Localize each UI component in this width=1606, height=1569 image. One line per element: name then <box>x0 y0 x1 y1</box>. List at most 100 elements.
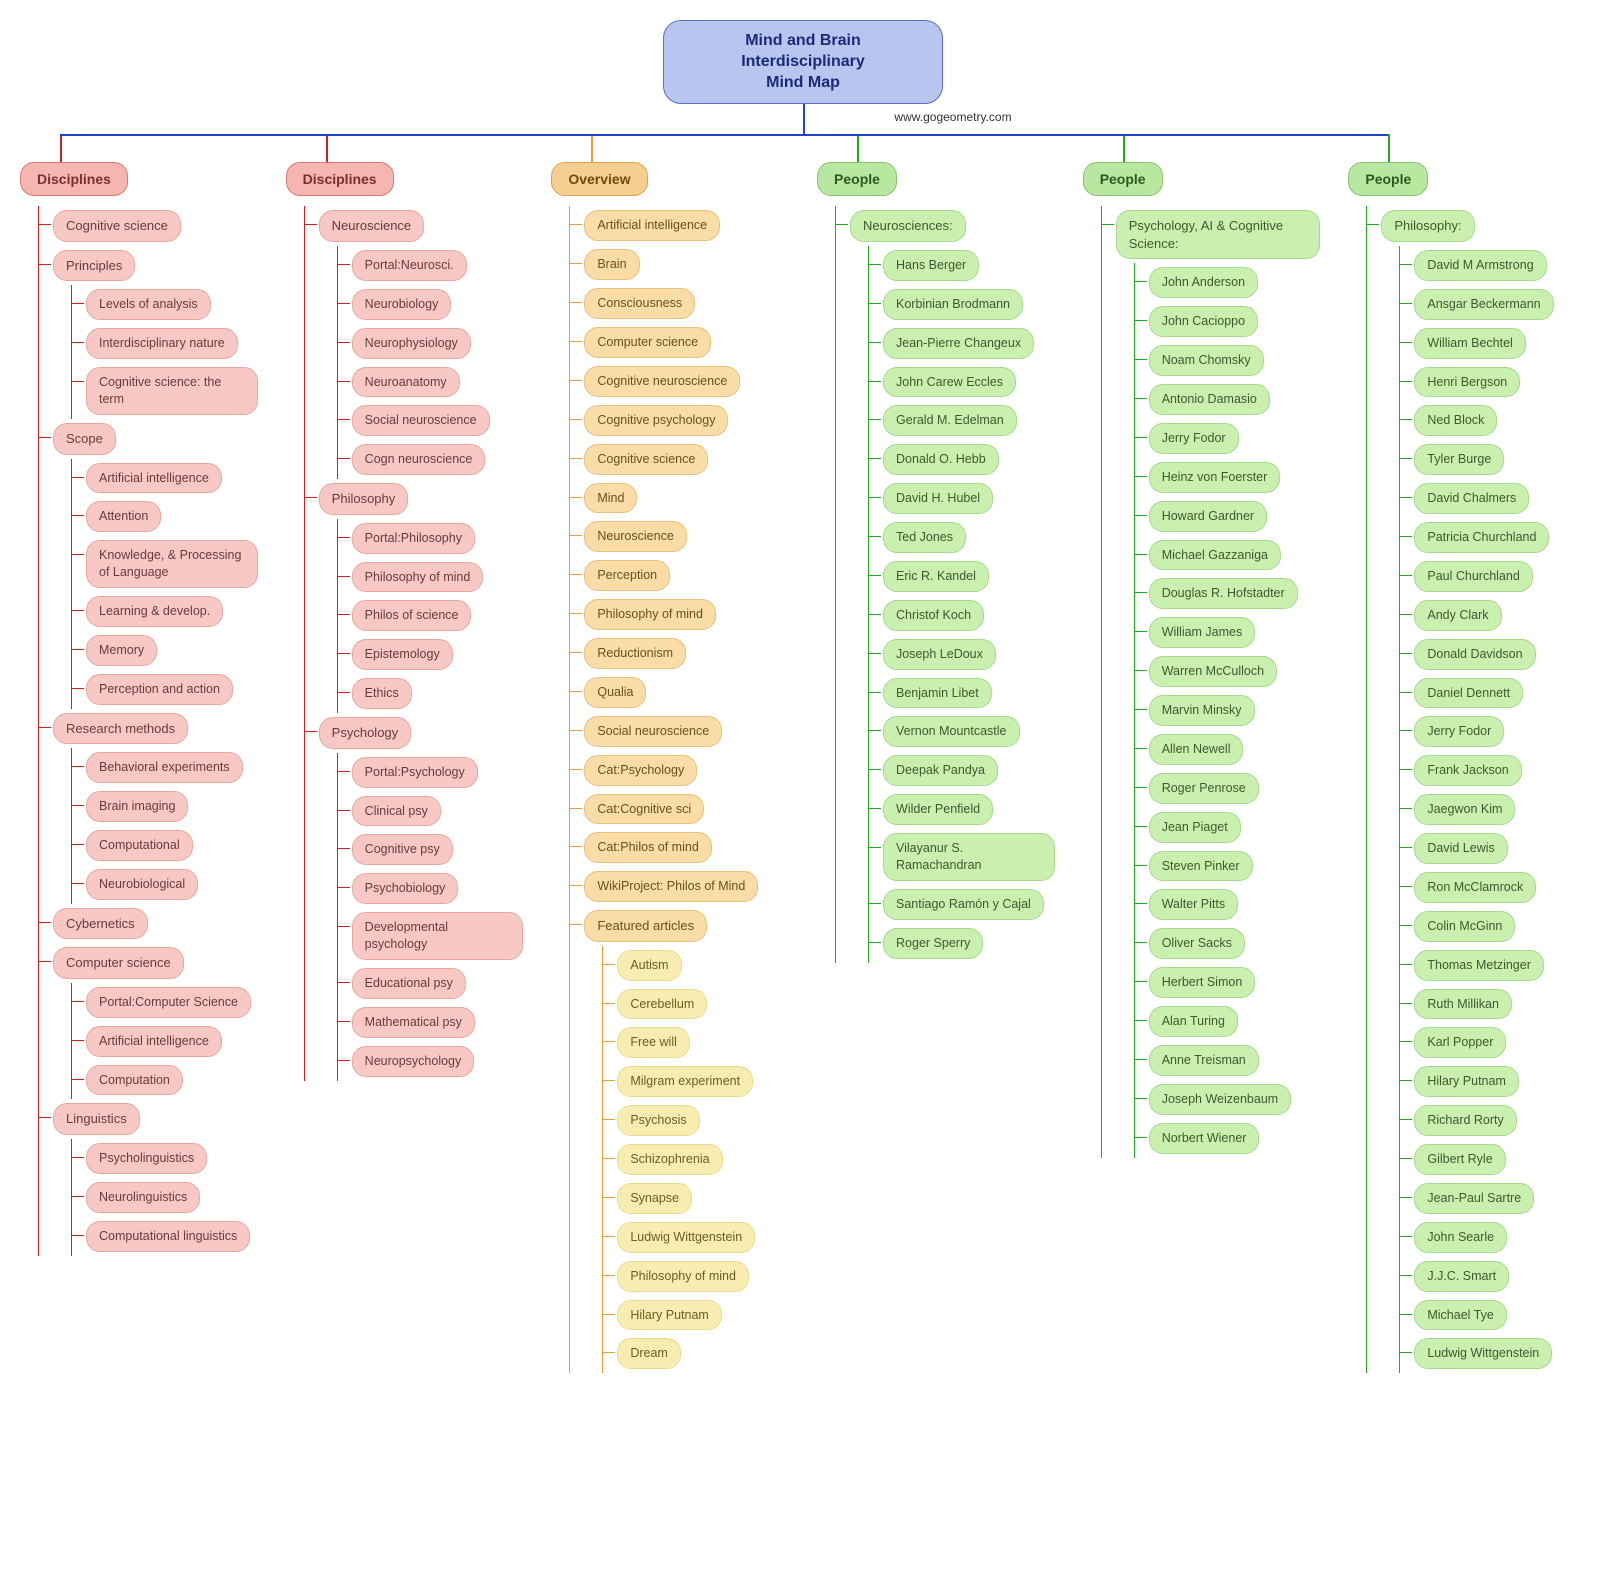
leaf-node[interactable]: Jerry Fodor <box>1414 716 1504 747</box>
leaf-node[interactable]: Neuroanatomy <box>352 367 460 398</box>
leaf-node[interactable]: David M Armstrong <box>1414 250 1546 281</box>
leaf-node[interactable]: Steven Pinker <box>1149 851 1253 882</box>
leaf-node[interactable]: Ron McClamrock <box>1414 872 1536 903</box>
topic-node[interactable]: Cat:Philos of mind <box>584 832 711 863</box>
leaf-node[interactable]: Douglas R. Hofstadter <box>1149 578 1298 609</box>
leaf-node[interactable]: Howard Gardner <box>1149 501 1267 532</box>
topic-node[interactable]: WikiProject: Philos of Mind <box>584 871 758 902</box>
leaf-node[interactable]: Tyler Burge <box>1414 444 1504 475</box>
leaf-node[interactable]: Synapse <box>617 1183 692 1214</box>
group-header[interactable]: Psychology <box>319 717 411 749</box>
group-header[interactable]: Principles <box>53 250 135 282</box>
leaf-node[interactable]: David Lewis <box>1414 833 1507 864</box>
leaf-node[interactable]: Ansgar Beckermann <box>1414 289 1553 320</box>
leaf-node[interactable]: Paul Churchland <box>1414 561 1532 592</box>
group-header[interactable]: Philosophy <box>319 483 409 515</box>
leaf-node[interactable]: Artificial intelligence <box>86 1026 222 1057</box>
leaf-node[interactable]: Psychosis <box>617 1105 699 1136</box>
leaf-node[interactable]: Herbert Simon <box>1149 967 1256 998</box>
leaf-node[interactable]: Computation <box>86 1065 183 1096</box>
leaf-node[interactable]: Developmental psychology <box>352 912 524 960</box>
leaf-node[interactable]: William James <box>1149 617 1256 648</box>
leaf-node[interactable]: Knowledge, & Processing of Language <box>86 540 258 588</box>
leaf-node[interactable]: Brain imaging <box>86 791 188 822</box>
leaf-node[interactable]: Neurobiology <box>352 289 452 320</box>
leaf-node[interactable]: Ted Jones <box>883 522 966 553</box>
group-header[interactable]: Research methods <box>53 713 188 745</box>
topic-node[interactable]: Philosophy of mind <box>584 599 716 630</box>
topic-node[interactable]: Cognitive science <box>584 444 708 475</box>
topic-node[interactable]: Brain <box>584 249 639 280</box>
leaf-node[interactable]: Henri Bergson <box>1414 367 1520 398</box>
leaf-node[interactable]: Clinical psy <box>352 796 441 827</box>
leaf-node[interactable]: Jean Piaget <box>1149 812 1241 843</box>
leaf-node[interactable]: Anne Treisman <box>1149 1045 1259 1076</box>
leaf-node[interactable]: Memory <box>86 635 157 666</box>
leaf-node[interactable]: Wilder Penfield <box>883 794 993 825</box>
leaf-node[interactable]: Walter Pitts <box>1149 889 1238 920</box>
leaf-node[interactable]: Noam Chomsky <box>1149 345 1264 376</box>
leaf-node[interactable]: Free will <box>617 1027 690 1058</box>
leaf-node[interactable]: Schizophrenia <box>617 1144 722 1175</box>
leaf-node[interactable]: Roger Sperry <box>883 928 983 959</box>
group-header[interactable]: Philosophy: <box>1381 210 1474 242</box>
leaf-node[interactable]: Colin McGinn <box>1414 911 1515 942</box>
leaf-node[interactable]: Gerald M. Edelman <box>883 405 1017 436</box>
leaf-node[interactable]: Dream <box>617 1338 681 1369</box>
leaf-node[interactable]: Vilayanur S. Ramachandran <box>883 833 1055 881</box>
topic-node[interactable]: Qualia <box>584 677 646 708</box>
leaf-node[interactable]: William Bechtel <box>1414 328 1525 359</box>
leaf-node[interactable]: Ethics <box>352 678 412 709</box>
leaf-node[interactable]: Cognitive psy <box>352 834 453 865</box>
leaf-node[interactable]: Ludwig Wittgenstein <box>1414 1338 1552 1369</box>
topic-node[interactable]: Neuroscience <box>584 521 686 552</box>
topic-node[interactable]: Cat:Psychology <box>584 755 697 786</box>
group-header[interactable]: Neuroscience <box>319 210 425 242</box>
leaf-node[interactable]: Hans Berger <box>883 250 979 281</box>
leaf-node[interactable]: Karl Popper <box>1414 1027 1506 1058</box>
leaf-node[interactable]: Marvin Minsky <box>1149 695 1255 726</box>
leaf-node[interactable]: Psycholinguistics <box>86 1143 207 1174</box>
leaf-node[interactable]: Interdisciplinary nature <box>86 328 238 359</box>
leaf-node[interactable]: Hilary Putnam <box>617 1300 722 1331</box>
leaf-node[interactable]: John Carew Eccles <box>883 367 1016 398</box>
leaf-node[interactable]: J.J.C. Smart <box>1414 1261 1509 1292</box>
leaf-node[interactable]: Jean-Pierre Changeux <box>883 328 1034 359</box>
leaf-node[interactable]: Heinz von Foerster <box>1149 462 1281 493</box>
leaf-node[interactable]: Warren McCulloch <box>1149 656 1277 687</box>
leaf-node[interactable]: Santiago Ramón y Cajal <box>883 889 1044 920</box>
group-header[interactable]: Neurosciences: <box>850 210 966 242</box>
group-header[interactable]: Cognitive science <box>53 210 181 242</box>
leaf-node[interactable]: Behavioral experiments <box>86 752 243 783</box>
leaf-node[interactable]: Portal:Computer Science <box>86 987 251 1018</box>
leaf-node[interactable]: Portal:Philosophy <box>352 523 475 554</box>
leaf-node[interactable]: Daniel Dennett <box>1414 678 1523 709</box>
topic-node[interactable]: Cognitive neuroscience <box>584 366 740 397</box>
leaf-node[interactable]: Milgram experiment <box>617 1066 753 1097</box>
leaf-node[interactable]: David H. Hubel <box>883 483 993 514</box>
leaf-node[interactable]: Cognitive science: the term <box>86 367 258 415</box>
leaf-node[interactable]: Roger Penrose <box>1149 773 1259 804</box>
group-header[interactable]: Featured articles <box>584 910 707 942</box>
leaf-node[interactable]: David Chalmers <box>1414 483 1529 514</box>
leaf-node[interactable]: Christof Koch <box>883 600 984 631</box>
leaf-node[interactable]: Donald O. Hebb <box>883 444 999 475</box>
leaf-node[interactable]: Philosophy of mind <box>352 562 484 593</box>
leaf-node[interactable]: John Searle <box>1414 1222 1507 1253</box>
group-header[interactable]: Linguistics <box>53 1103 140 1135</box>
group-header[interactable]: Scope <box>53 423 116 455</box>
leaf-node[interactable]: Richard Rorty <box>1414 1105 1516 1136</box>
leaf-node[interactable]: Allen Newell <box>1149 734 1244 765</box>
leaf-node[interactable]: Eric R. Kandel <box>883 561 989 592</box>
leaf-node[interactable]: Philos of science <box>352 600 472 631</box>
leaf-node[interactable]: Neurophysiology <box>352 328 471 359</box>
group-header[interactable]: Cybernetics <box>53 908 148 940</box>
leaf-node[interactable]: Michael Tye <box>1414 1300 1506 1331</box>
leaf-node[interactable]: Donald Davidson <box>1414 639 1535 670</box>
leaf-node[interactable]: Psychobiology <box>352 873 459 904</box>
leaf-node[interactable]: Educational psy <box>352 968 466 999</box>
leaf-node[interactable]: Antonio Damasio <box>1149 384 1270 415</box>
leaf-node[interactable]: Neuropsychology <box>352 1046 475 1077</box>
leaf-node[interactable]: Michael Gazzaniga <box>1149 540 1281 571</box>
leaf-node[interactable]: John Anderson <box>1149 267 1258 298</box>
